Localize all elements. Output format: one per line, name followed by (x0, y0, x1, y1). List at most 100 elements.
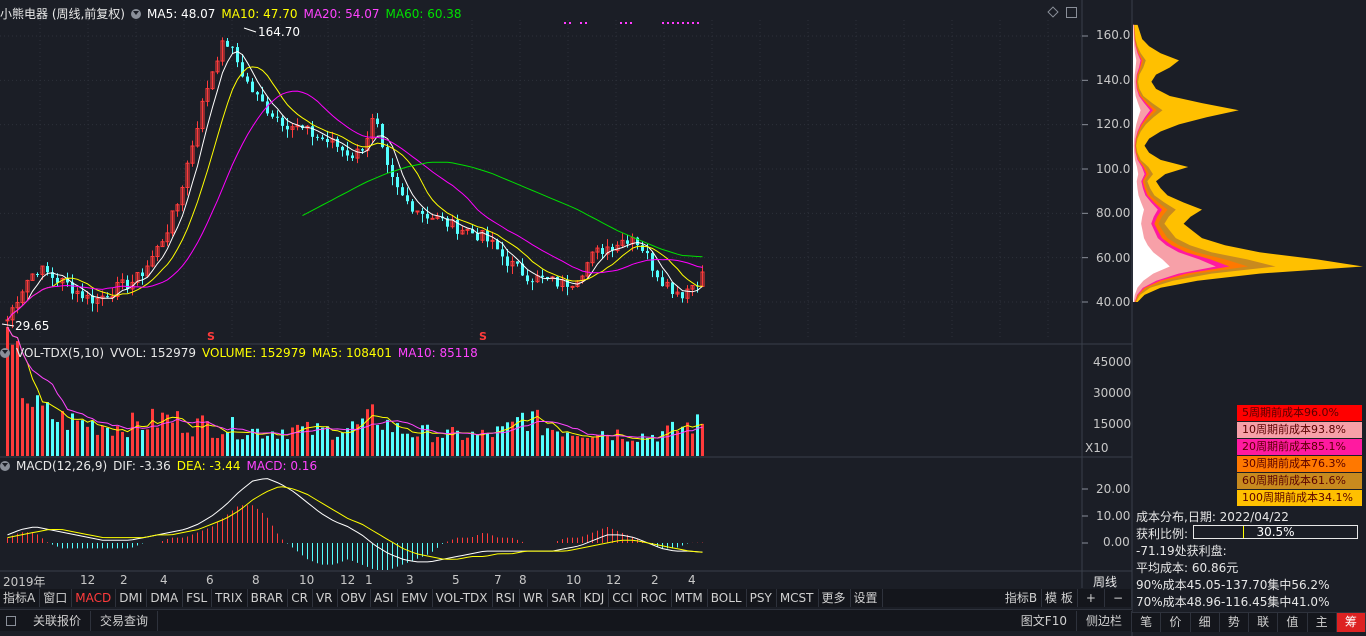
dropdown-icon[interactable] (0, 461, 10, 471)
tab-sar[interactable]: SAR (548, 589, 581, 607)
volume-bar (461, 439, 464, 456)
candle-body (106, 296, 109, 298)
tab-psy[interactable]: PSY (747, 589, 777, 607)
bottom-bar: 关联报价 交易查询 图文F10 侧边栏 (0, 609, 1132, 631)
volume-bar (366, 409, 369, 456)
tab-trend[interactable]: 势 (1220, 613, 1249, 632)
cost-legend-item: 30周期前成本76.3% (1237, 456, 1362, 472)
tab-cr[interactable]: CR (288, 589, 313, 607)
candle-body (636, 237, 639, 246)
tab-emv[interactable]: EMV (398, 589, 433, 607)
stock-title: 小熊电器 (周线,前复权) (0, 7, 125, 21)
tab-mcst[interactable]: MCST (777, 589, 819, 607)
tab-boll[interactable]: BOLL (708, 589, 747, 607)
tab-trix[interactable]: TRIX (212, 589, 248, 607)
tab-dma[interactable]: DMA (147, 589, 184, 607)
volume-bar (491, 437, 494, 456)
volume-bar (51, 419, 54, 456)
signal-dot (580, 22, 582, 24)
tab-asi[interactable]: ASI (371, 589, 399, 607)
window-icon[interactable] (1066, 7, 1077, 18)
candle-body (690, 284, 695, 290)
tab-brar[interactable]: BRAR (248, 589, 289, 607)
volume-bar (21, 398, 24, 456)
tab-template[interactable]: 模 板 (1042, 589, 1078, 607)
volume-bar (481, 429, 484, 456)
price-tick: 100.0 (1096, 162, 1131, 176)
volume-bar (646, 437, 649, 456)
volume-tick: 30000 (1093, 386, 1132, 400)
candle-body (261, 94, 264, 102)
volume-bar (516, 417, 519, 456)
tab-main[interactable]: 主 (1308, 613, 1337, 632)
tab-tick[interactable]: 笔 (1132, 613, 1162, 632)
volume-ma10: MA10: 85118 (397, 346, 478, 360)
tab-price[interactable]: 价 (1161, 613, 1191, 632)
tab-rsi[interactable]: RSI (493, 589, 521, 607)
volume-bar (456, 430, 459, 456)
candle-body (546, 276, 549, 279)
tab-cci[interactable]: CCI (609, 589, 638, 607)
candle-body (75, 290, 80, 295)
volume-bar (396, 423, 399, 456)
signal-dot (692, 22, 694, 24)
volume-bar (31, 406, 34, 456)
tab-link[interactable]: 联 (1249, 613, 1279, 632)
volume-bar (486, 433, 489, 456)
sidebar-button[interactable]: 侧边栏 (1077, 610, 1132, 631)
volume-bar (581, 437, 584, 456)
candle-body (141, 272, 144, 277)
x-axis-label: 12 (606, 573, 622, 587)
candle-body (486, 230, 489, 242)
tab-window[interactable]: 窗口 (40, 589, 73, 607)
candle-body (620, 239, 625, 246)
trade-query-button[interactable]: 交易查询 (91, 610, 159, 631)
period-label[interactable]: 周线 (1093, 575, 1118, 589)
zoom-out-button[interactable]: − (1105, 589, 1132, 607)
tab-vr[interactable]: VR (313, 589, 338, 607)
x-axis-label: 8 (252, 573, 260, 587)
tab-settings[interactable]: 设置 (851, 589, 883, 607)
tab-more[interactable]: 更多 (819, 589, 851, 607)
tab-indicator-a[interactable]: 指标A (0, 589, 41, 607)
tab-fsl[interactable]: FSL (183, 589, 213, 607)
tab-obv[interactable]: OBV (338, 589, 372, 607)
tab-value[interactable]: 值 (1278, 613, 1308, 632)
candle-body (66, 278, 69, 283)
volume-bar (76, 420, 79, 456)
tab-wr[interactable]: WR (520, 589, 549, 607)
volume-bar (186, 432, 189, 456)
tab-kdj[interactable]: KDJ (581, 589, 610, 607)
tab-vol-tdx[interactable]: VOL-TDX (433, 589, 493, 607)
zoom-in-button[interactable]: + (1078, 589, 1105, 607)
volume-bar (276, 438, 279, 456)
dropdown-icon[interactable] (0, 348, 10, 358)
tab-macd[interactable]: MACD (72, 589, 117, 607)
panel-toggle-icon[interactable] (6, 615, 16, 626)
macd-indicator-name: MACD(12,26,9) (16, 459, 108, 473)
dropdown-icon[interactable] (131, 9, 141, 19)
cost-distribution-layer (1133, 24, 1170, 303)
candle-body (15, 302, 20, 309)
candle-body (241, 62, 244, 77)
tab-indicator-b[interactable]: 指标B (1002, 589, 1043, 607)
volume-bar (406, 433, 409, 456)
related-quotes-button[interactable]: 关联报价 (24, 610, 92, 631)
volume-bar (616, 429, 619, 456)
tab-detail[interactable]: 细 (1191, 613, 1220, 632)
tab-mtm[interactable]: MTM (672, 589, 708, 607)
volume-bar (651, 434, 654, 456)
cost-distribution-layer (1133, 24, 1363, 303)
volume-bar (126, 437, 129, 456)
candle-body (326, 139, 329, 143)
candle-body (10, 307, 15, 321)
tab-chips[interactable]: 筹 (1336, 613, 1366, 632)
candle-body (456, 219, 459, 234)
volume-bar (16, 341, 19, 456)
tab-dmi[interactable]: DMI (116, 589, 148, 607)
profit-ratio-bar: 30.5% (1193, 525, 1358, 539)
volume-ma5-line (7, 326, 703, 440)
f10-button[interactable]: 图文F10 (1012, 610, 1077, 631)
tab-roc[interactable]: ROC (638, 589, 672, 607)
